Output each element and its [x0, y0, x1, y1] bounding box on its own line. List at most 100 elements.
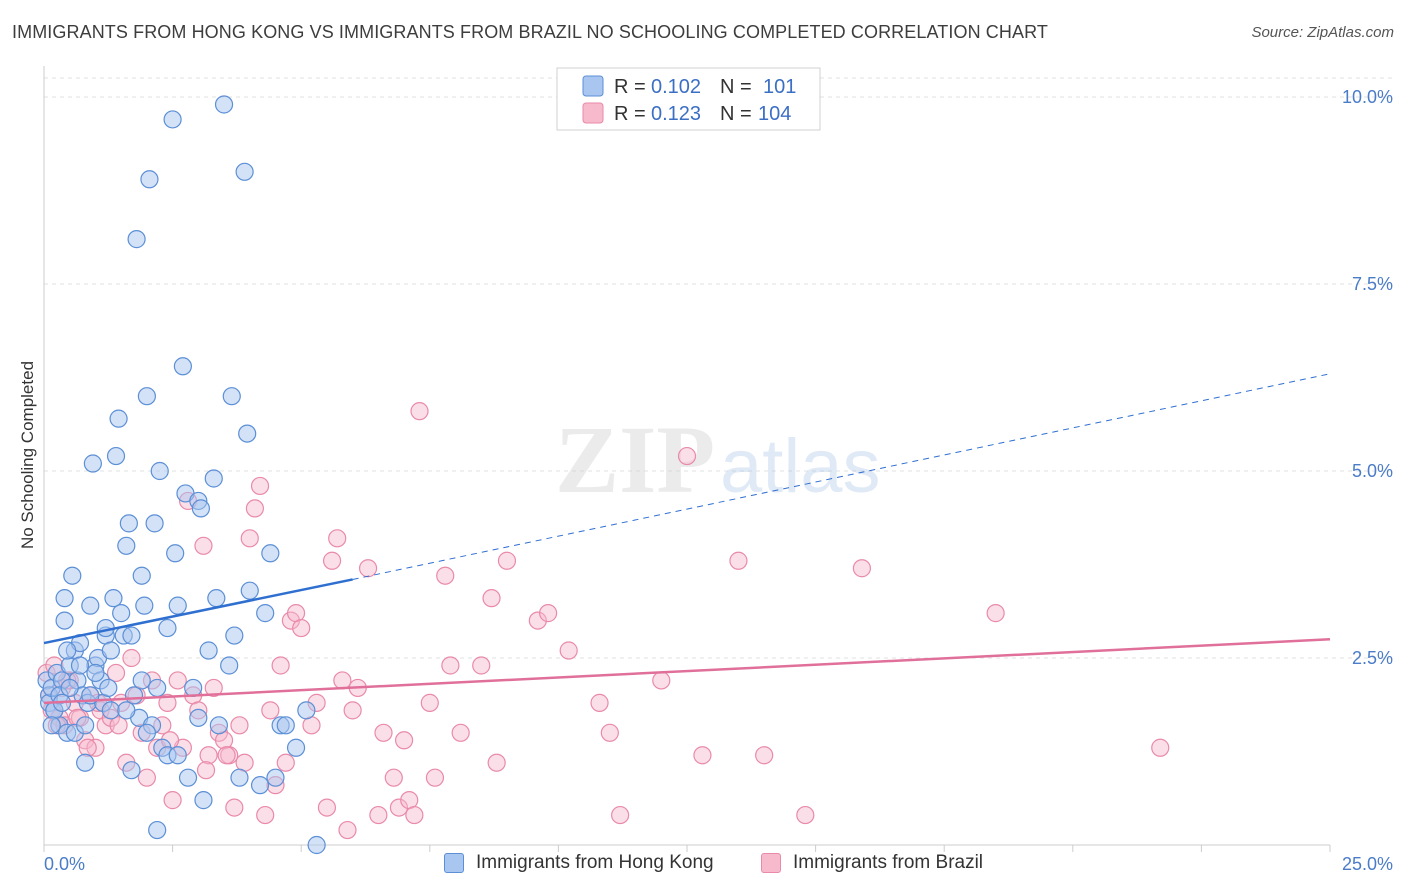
- hongkong-point: [235, 162, 254, 181]
- brazil-point: [261, 701, 280, 720]
- hongkong-point: [106, 446, 126, 466]
- hongkong-point: [286, 738, 306, 757]
- brazil-point: [86, 738, 105, 757]
- hongkong-point: [207, 589, 226, 608]
- hongkong-point: [60, 678, 79, 698]
- brazil-point: [425, 768, 445, 787]
- hongkong-point: [76, 716, 95, 735]
- legend-r-value-2: 0.123: [651, 103, 701, 125]
- hongkong-point: [222, 387, 241, 406]
- legend-n-label-2: N =: [720, 103, 752, 125]
- hongkong-point: [204, 469, 223, 488]
- brazil-point: [451, 723, 470, 742]
- legend-r-label-1: R =: [614, 76, 646, 98]
- y-tick-label: 7.5%: [1352, 274, 1393, 294]
- brazil-point: [204, 678, 223, 698]
- brazil-point: [384, 768, 403, 787]
- bottom-legend-label-hongkong: Immigrants from Hong Kong: [476, 852, 714, 873]
- hongkong-point: [173, 357, 192, 376]
- brazil-point: [271, 656, 290, 675]
- hongkong-point: [137, 723, 156, 742]
- hongkong-point: [266, 768, 285, 787]
- hongkong-point: [307, 835, 326, 855]
- hongkong-point: [178, 768, 198, 787]
- brazil-point: [1151, 738, 1170, 757]
- brazil-point: [109, 716, 128, 735]
- hongkong-point: [238, 424, 257, 443]
- x-tick-label-min: 0.0%: [44, 854, 85, 874]
- brazil-point: [343, 701, 362, 720]
- hongkong-point: [148, 820, 167, 840]
- brazil-point: [374, 723, 393, 742]
- bottom-legend-label-brazil: Immigrants from Brazil: [793, 852, 984, 873]
- brazil-point: [420, 693, 439, 712]
- watermark-zip: ZIP: [555, 406, 715, 513]
- brazil-point: [333, 671, 352, 690]
- hongkong-point: [101, 701, 120, 720]
- hongkong-point: [225, 626, 244, 645]
- legend-swatch-brazil: [582, 102, 604, 124]
- brazil-point: [245, 499, 265, 518]
- brazil-point: [590, 693, 609, 712]
- bottom-legend-swatch-brazil: [761, 853, 781, 873]
- tick-labels: 2.5% 5.0% 7.5% 10.0% 0.0% 25.0%: [44, 87, 1393, 874]
- hongkong-point: [137, 387, 156, 406]
- hongkong-point: [150, 461, 169, 481]
- hongkong-point: [70, 656, 90, 675]
- brazil-point: [559, 641, 578, 660]
- hongkong-point: [122, 626, 141, 645]
- brazil-point: [482, 589, 501, 608]
- hongkong-point: [158, 618, 177, 638]
- source-label: Source: ZipAtlas.com: [1251, 24, 1394, 41]
- hongkong-point: [220, 656, 239, 675]
- brazil-point: [322, 551, 342, 570]
- hongkong-point: [240, 581, 259, 600]
- brazil-point: [168, 671, 187, 690]
- brazil-point: [225, 798, 244, 817]
- brazil-point: [250, 476, 270, 496]
- brazil-point: [158, 693, 177, 712]
- legend-swatch-hongkong: [582, 75, 604, 97]
- trend-lines: [43, 373, 1331, 705]
- hongkong-point: [276, 716, 295, 735]
- hongkong-point: [55, 589, 74, 608]
- hongkong-point: [109, 409, 128, 428]
- chart-title: IMMIGRANTS FROM HONG KONG VS IMMIGRANTS …: [12, 22, 1048, 42]
- brazil-point: [358, 559, 378, 578]
- hongkong-point: [99, 678, 118, 698]
- hongkong-point: [199, 641, 218, 660]
- hongkong-point: [148, 678, 167, 698]
- bottom-legend-hongkong: Immigrants from Hong Kong: [444, 852, 714, 874]
- hongkong-point: [101, 641, 120, 660]
- brazil-point: [389, 798, 409, 817]
- hongkong-point: [168, 746, 187, 765]
- legend-n-label-1: N =: [720, 76, 752, 98]
- brazil-point: [796, 805, 815, 825]
- hongkong-point: [256, 604, 275, 623]
- hongkong-point: [230, 768, 249, 787]
- brazil-point: [693, 746, 712, 765]
- hongkong-point: [117, 536, 136, 555]
- brazil-point: [122, 648, 141, 668]
- hongkong-point: [119, 514, 138, 533]
- brazil-point: [338, 820, 357, 840]
- brazil-point: [240, 529, 259, 548]
- brazil-point: [600, 723, 619, 742]
- legend-n-value-2: 104: [758, 103, 791, 125]
- hongkong-point: [191, 499, 210, 518]
- x-tick-label-max: 25.0%: [1342, 854, 1393, 874]
- hongkong-point: [135, 596, 154, 615]
- hongkong-point: [86, 663, 105, 683]
- brazil-point: [405, 805, 424, 825]
- brazil-point: [230, 716, 249, 735]
- hongkong-point: [214, 95, 234, 114]
- brazil-point: [487, 753, 506, 772]
- legend-box: R = 0.102 N = 101 R = 0.123 N = 104: [556, 67, 821, 131]
- watermark: ZIP atlas: [555, 406, 881, 513]
- hongkong-point: [132, 566, 151, 585]
- brazil-point: [652, 671, 671, 690]
- hongkong-point: [76, 753, 95, 772]
- hongkong-point: [261, 544, 280, 563]
- hongkong-point: [117, 701, 136, 720]
